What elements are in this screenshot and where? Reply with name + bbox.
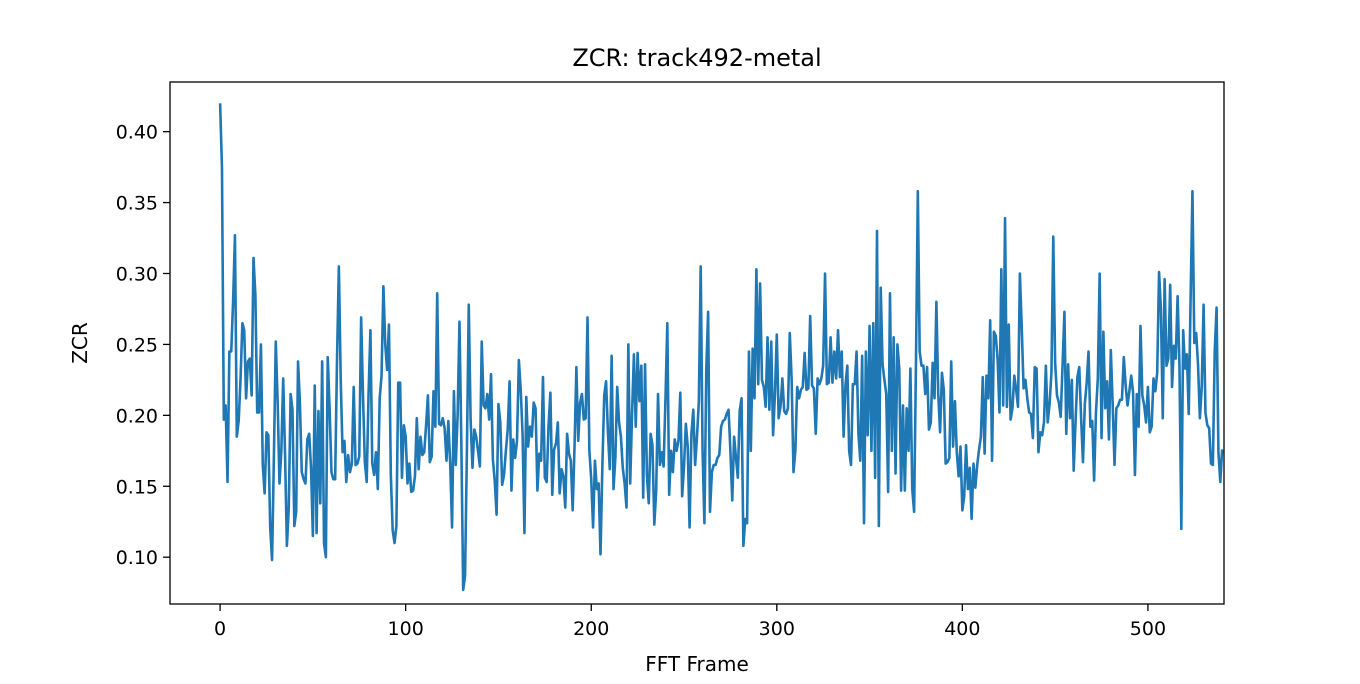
y-axis-ticks: 0.10 0.15 0.20 0.25 0.30 0.35 0.40: [116, 122, 170, 569]
x-tick-label: 100: [388, 618, 424, 640]
y-tick-label: 0.35: [116, 193, 158, 215]
series-layer: [218, 103, 1224, 592]
y-tick-label: 0.40: [116, 122, 158, 144]
x-tick-label: 200: [573, 618, 609, 640]
y-tick-label: 0.20: [116, 405, 158, 427]
x-axis-label: FFT Frame: [645, 652, 749, 676]
x-tick-label: 300: [759, 618, 795, 640]
x-axis-ticks: 0 100 200 300 400 500: [214, 604, 1166, 640]
y-axis-label: ZCR: [68, 322, 92, 364]
y-tick-label: 0.30: [116, 263, 158, 285]
y-tick-label: 0.10: [116, 547, 158, 569]
y-tick-label: 0.15: [116, 476, 158, 498]
x-tick-label: 0: [214, 618, 226, 640]
y-tick-label: 0.25: [116, 334, 158, 356]
x-tick-label: 400: [944, 618, 980, 640]
plot-area-frame: [169, 81, 1225, 605]
chart-title: ZCR: track492-metal: [572, 44, 821, 72]
x-tick-label: 500: [1130, 618, 1166, 640]
zcr-series-line: [218, 103, 1224, 592]
